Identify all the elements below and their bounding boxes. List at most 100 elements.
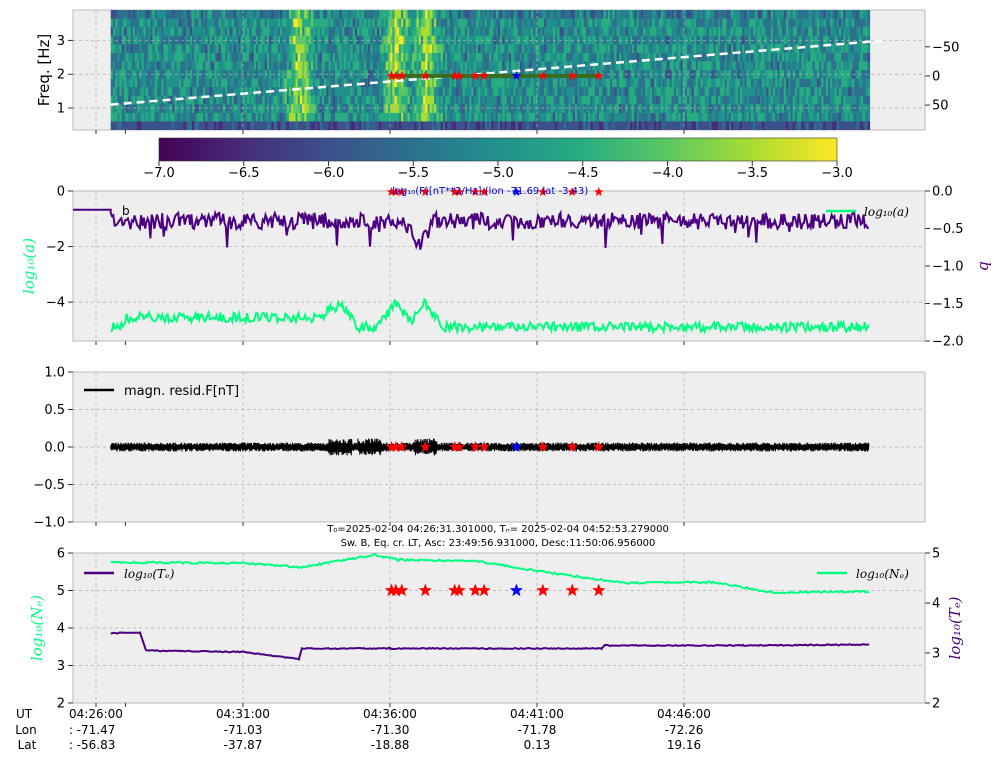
heatmap-cell: [218, 44, 222, 54]
heatmap-cell: [148, 52, 151, 62]
heatmap-cell: [706, 18, 710, 28]
heatmap-cell: [328, 78, 332, 88]
heatmap-cell: [176, 27, 180, 37]
heatmap-cell: [293, 70, 296, 80]
heatmap-cell: [478, 87, 481, 97]
heatmap-cell: [297, 52, 301, 62]
heatmap-cell: [737, 104, 741, 114]
heatmap-cell: [755, 61, 758, 71]
heatmap-cell: [821, 70, 824, 80]
heatmap-cell: [332, 61, 336, 71]
heatmap-cell: [750, 104, 754, 114]
heatmap-cell: [306, 121, 310, 130]
heatmap-cell: [431, 10, 435, 20]
heatmap-cell: [214, 52, 217, 62]
heatmap-cell: [220, 27, 224, 37]
heatmap-cell: [315, 18, 318, 28]
heatmap-cell: [321, 121, 325, 130]
heatmap-cell: [537, 121, 541, 130]
heatmap-cell: [746, 18, 750, 28]
heatmap-cell: [680, 104, 684, 114]
heatmap-cell: [244, 112, 248, 122]
heatmap-cell: [119, 78, 123, 88]
heatmap-cell: [838, 35, 842, 45]
heatmap-cell: [185, 27, 189, 37]
heatmap-cell: [462, 18, 466, 28]
heatmap-cell: [601, 18, 604, 28]
heatmap-cell: [801, 121, 805, 130]
heatmap-cell: [555, 112, 558, 122]
heatmap-cell: [434, 87, 437, 97]
heatmap-cell: [174, 44, 178, 54]
y2-tick-label: −2.0: [932, 335, 964, 350]
heatmap-cell: [225, 104, 228, 114]
heatmap-cell: [341, 10, 345, 20]
heatmap-cell: [770, 18, 774, 28]
heatmap-cell: [280, 35, 283, 45]
heatmap-cell: [709, 52, 712, 62]
heatmap-cell: [720, 52, 723, 62]
heatmap-cell: [154, 87, 158, 97]
heatmap-cell: [616, 95, 620, 105]
heatmap-cell: [227, 52, 230, 62]
heatmap-cell: [117, 112, 120, 122]
heatmap-cell: [513, 52, 516, 62]
heatmap-cell: [117, 35, 120, 45]
heatmap-cell: [416, 44, 420, 54]
heatmap-cell: [416, 78, 420, 88]
event-star-marker: [395, 583, 409, 597]
heatmap-cell: [548, 10, 552, 20]
heatmap-cell: [229, 44, 233, 54]
heatmap-cell: [128, 10, 131, 20]
heatmap-cell: [453, 104, 457, 114]
heatmap-cell: [247, 27, 250, 37]
heatmap-cell: [660, 18, 664, 28]
heatmap-cell: [489, 44, 492, 54]
heatmap-cell: [603, 70, 607, 80]
heatmap-cell: [286, 104, 290, 114]
heatmap-cell: [812, 112, 816, 122]
heatmap-cell: [308, 27, 312, 37]
heatmap-cell: [343, 112, 347, 122]
heatmap-cell: [121, 121, 125, 130]
heatmap-cell: [414, 87, 417, 97]
heatmap-cell: [368, 104, 371, 114]
heatmap-cell: [445, 61, 448, 71]
heatmap-cell: [431, 61, 435, 71]
heatmap-cell: [733, 10, 736, 20]
heatmap-cell: [310, 44, 314, 54]
heatmap-cell: [526, 27, 530, 37]
heatmap-cell: [764, 87, 767, 97]
heatmap-cell: [244, 104, 248, 114]
event-star-marker: [449, 187, 460, 196]
heatmap-cell: [447, 52, 450, 62]
heatmap-cell: [563, 78, 567, 88]
heatmap-cell: [713, 95, 717, 105]
heatmap-cell: [266, 78, 270, 88]
heatmap-cell: [405, 61, 409, 71]
heatmap-cell: [788, 104, 791, 114]
heatmap-cell: [405, 27, 409, 37]
heatmap-cell: [693, 104, 697, 114]
heatmap-cell: [130, 70, 134, 80]
heatmap-cell: [227, 27, 230, 37]
heatmap-cell: [438, 87, 442, 97]
heatmap-cell: [676, 112, 679, 122]
heatmap-cell: [627, 87, 631, 97]
heatmap-cell: [403, 87, 406, 97]
heatmap-cell: [354, 10, 358, 20]
heatmap-cell: [858, 18, 862, 28]
heatmap-cell: [715, 78, 719, 88]
heatmap-cell: [777, 95, 780, 105]
heatmap-cell: [280, 27, 283, 37]
heatmap-cell: [143, 104, 147, 114]
heatmap-cell: [324, 44, 327, 54]
heatmap-cell: [302, 104, 305, 114]
heatmap-cell: [524, 87, 527, 97]
heatmap-cell: [713, 10, 717, 20]
heatmap-cell: [775, 121, 778, 130]
heatmap-cell: [482, 10, 486, 20]
heatmap-cell: [500, 78, 503, 88]
heatmap-cell: [662, 61, 666, 71]
heatmap-cell: [317, 121, 321, 130]
